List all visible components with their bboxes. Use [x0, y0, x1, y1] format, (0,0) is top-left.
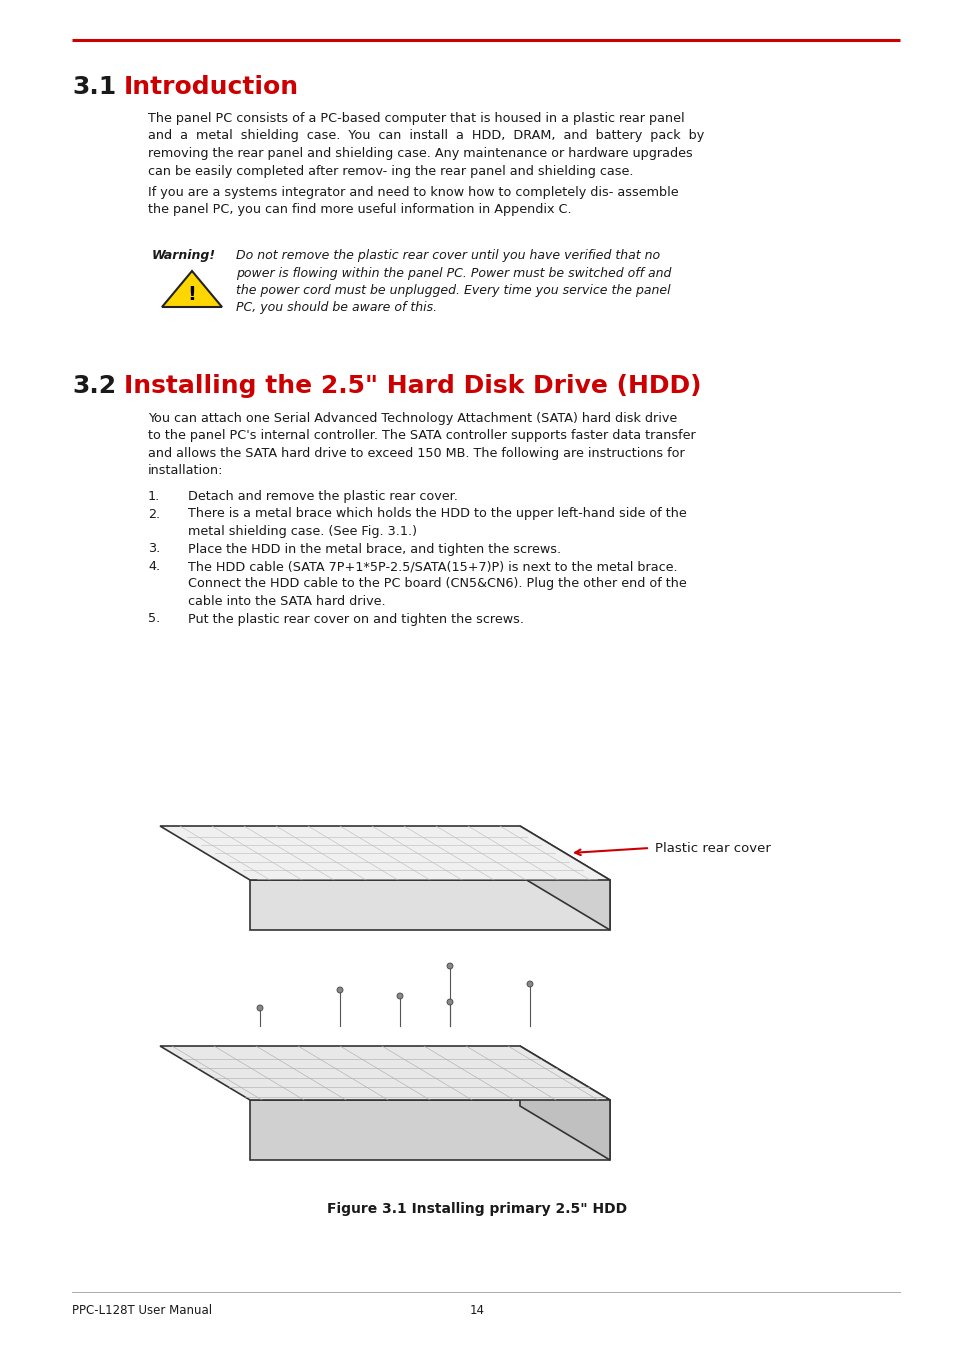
- Text: Introduction: Introduction: [124, 76, 299, 99]
- Polygon shape: [160, 1046, 609, 1100]
- Circle shape: [526, 981, 533, 987]
- Polygon shape: [162, 271, 222, 306]
- Text: 3.: 3.: [148, 543, 160, 555]
- Text: 2.: 2.: [148, 508, 160, 521]
- Circle shape: [447, 999, 453, 1004]
- Text: Connect the HDD cable to the PC board (CN5&CN6). Plug the other end of the: Connect the HDD cable to the PC board (C…: [188, 578, 686, 590]
- Circle shape: [336, 987, 343, 994]
- Text: metal shielding case. (See Fig. 3.1.): metal shielding case. (See Fig. 3.1.): [188, 525, 416, 539]
- Text: the power cord must be unplugged. Every time you service the panel: the power cord must be unplugged. Every …: [235, 284, 670, 297]
- Text: and  a  metal  shielding  case.  You  can  install  a  HDD,  DRAM,  and  battery: and a metal shielding case. You can inst…: [148, 130, 703, 143]
- Text: and allows the SATA hard drive to exceed 150 MB. The following are instructions : and allows the SATA hard drive to exceed…: [148, 447, 684, 460]
- Text: Warning!: Warning!: [152, 248, 216, 262]
- Text: 3.1: 3.1: [71, 76, 116, 99]
- Text: cable into the SATA hard drive.: cable into the SATA hard drive.: [188, 595, 385, 608]
- Text: Detach and remove the plastic rear cover.: Detach and remove the plastic rear cover…: [188, 490, 457, 504]
- Text: PC, you should be aware of this.: PC, you should be aware of this.: [235, 301, 436, 315]
- Text: There is a metal brace which holds the HDD to the upper left-hand side of the: There is a metal brace which holds the H…: [188, 508, 686, 521]
- Text: !: !: [188, 285, 196, 304]
- Text: Place the HDD in the metal brace, and tighten the screws.: Place the HDD in the metal brace, and ti…: [188, 543, 560, 555]
- Text: Installing the 2.5" Hard Disk Drive (HDD): Installing the 2.5" Hard Disk Drive (HDD…: [124, 374, 700, 398]
- Text: 1.: 1.: [148, 490, 160, 504]
- Text: the panel PC, you can find more useful information in Appendix C.: the panel PC, you can find more useful i…: [148, 204, 571, 216]
- Text: PPC-L128T User Manual: PPC-L128T User Manual: [71, 1304, 212, 1318]
- Text: The HDD cable (SATA 7P+1*5P-2.5/SATA(15+7)P) is next to the metal brace.: The HDD cable (SATA 7P+1*5P-2.5/SATA(15+…: [188, 560, 677, 572]
- Text: The panel PC consists of a PC-based computer that is housed in a plastic rear pa: The panel PC consists of a PC-based comp…: [148, 112, 684, 126]
- Polygon shape: [160, 826, 609, 880]
- Text: removing the rear panel and shielding case. Any maintenance or hardware upgrades: removing the rear panel and shielding ca…: [148, 147, 692, 161]
- Circle shape: [447, 963, 453, 969]
- Text: Figure 3.1 Installing primary 2.5" HDD: Figure 3.1 Installing primary 2.5" HDD: [327, 1202, 626, 1216]
- Text: 14: 14: [469, 1304, 484, 1318]
- Text: 4.: 4.: [148, 560, 160, 572]
- Circle shape: [256, 1004, 263, 1011]
- Polygon shape: [519, 826, 609, 930]
- Text: Do not remove the plastic rear cover until you have verified that no: Do not remove the plastic rear cover unt…: [235, 248, 659, 262]
- Text: power is flowing within the panel PC. Power must be switched off and: power is flowing within the panel PC. Po…: [235, 266, 671, 279]
- Text: can be easily completed after remov- ing the rear panel and shielding case.: can be easily completed after remov- ing…: [148, 165, 633, 177]
- Polygon shape: [250, 880, 609, 930]
- Text: If you are a systems integrator and need to know how to completely dis- assemble: If you are a systems integrator and need…: [148, 186, 678, 198]
- Text: Put the plastic rear cover on and tighten the screws.: Put the plastic rear cover on and tighte…: [188, 613, 523, 625]
- Text: You can attach one Serial Advanced Technology Attachment (SATA) hard disk drive: You can attach one Serial Advanced Techn…: [148, 412, 677, 425]
- Text: 3.2: 3.2: [71, 374, 116, 398]
- Polygon shape: [519, 1046, 609, 1160]
- Text: installation:: installation:: [148, 464, 223, 478]
- Text: 5.: 5.: [148, 613, 160, 625]
- Text: Plastic rear cover: Plastic rear cover: [655, 841, 770, 855]
- Text: to the panel PC's internal controller. The SATA controller supports faster data : to the panel PC's internal controller. T…: [148, 429, 695, 443]
- Polygon shape: [250, 1100, 609, 1160]
- Circle shape: [396, 994, 402, 999]
